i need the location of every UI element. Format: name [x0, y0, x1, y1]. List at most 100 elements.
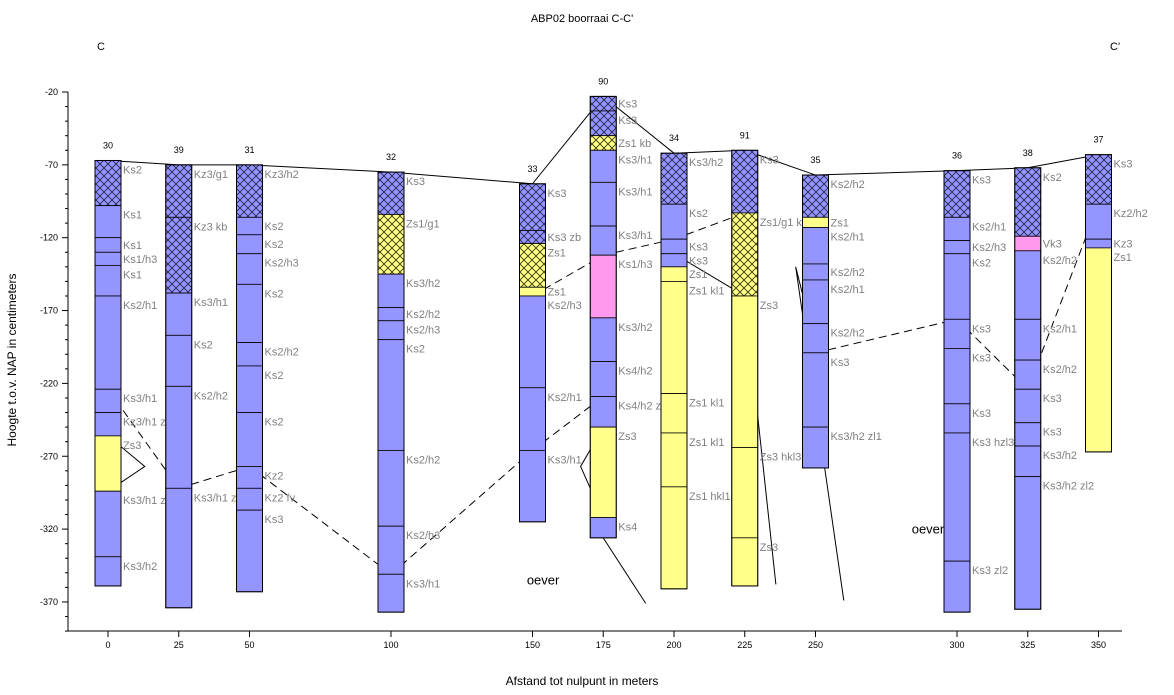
layer-label: Ks3 hzl3 — [972, 437, 1014, 449]
soil-layer — [1014, 422, 1042, 447]
layer-label: Ks3 — [406, 176, 425, 188]
soil-layer — [377, 339, 405, 451]
layer-label: Ks2 — [265, 417, 284, 429]
soil-layer — [236, 365, 263, 413]
soil-layer — [94, 556, 122, 587]
soil-layer — [519, 183, 546, 231]
soil-layer — [589, 317, 617, 362]
soil-layer — [94, 412, 122, 437]
soil-layer — [236, 283, 263, 344]
borehole-35: Ks2/h2 Zs1 Ks2/h1 Ks2/h2 Ks2/h1 Ks2/h2 Ks3 Ks3/… — [802, 155, 882, 469]
y-tick-label: -120 — [40, 233, 58, 243]
borehole-number: 34 — [669, 133, 679, 143]
soil-layer — [660, 281, 688, 394]
soil-layer — [943, 432, 971, 562]
borehole-31: Kz3/h2 Ks2 Ks2 Ks2/h3 Ks2 Ks2/h2 Ks2 Ks2 Kz2 Kz2 … — [236, 145, 299, 593]
borehole-outline — [731, 149, 759, 587]
layer-label: Ks2/h2 — [406, 454, 440, 466]
x-tick-label: 200 — [666, 640, 681, 650]
soil-layer — [660, 393, 688, 434]
x-tick-label: 225 — [737, 640, 752, 650]
layer-label: Ks2 — [265, 370, 284, 382]
x-tick-label: 350 — [1091, 640, 1106, 650]
soil-layer — [236, 487, 263, 511]
soil-layer — [519, 387, 546, 451]
soil-layer — [1014, 235, 1042, 252]
borehole-outline — [1085, 154, 1112, 453]
layer-label: Ks2 — [265, 288, 284, 300]
layer-label: Ks4 — [618, 521, 637, 533]
x-tick-label: 100 — [383, 640, 398, 650]
soil-layer — [519, 230, 546, 244]
soil-layer — [660, 152, 688, 205]
soil-layer — [802, 174, 829, 218]
layer-label: Zs1 — [831, 217, 849, 229]
layer-label: Ks2/h1 — [972, 221, 1006, 233]
layer-label: Ks2/h3 — [265, 258, 299, 270]
soil-layer — [377, 525, 405, 575]
borehole-outline — [943, 170, 971, 613]
layer-label: Zs3 — [618, 431, 636, 443]
layer-label: Ks3/h2 zl1 — [831, 431, 882, 443]
soil-layer — [236, 466, 263, 489]
layer-label: Zs3 — [123, 440, 141, 452]
layer-label: Kz2 fv — [265, 492, 296, 504]
soil-layer — [377, 307, 405, 322]
soil-layer — [660, 432, 688, 488]
soil-layer — [660, 486, 688, 590]
soil-layer — [94, 237, 122, 253]
borehole-number: 36 — [952, 151, 962, 161]
y-axis-title: Hoogte t.o.v. NAP in centimeters — [5, 274, 19, 447]
soil-layer — [165, 385, 193, 489]
y-tick-label: -170 — [40, 306, 58, 316]
right-section-label: C' — [1110, 41, 1120, 53]
soil-layer — [589, 181, 617, 227]
borehole-outline — [94, 159, 122, 587]
soil-layer — [731, 212, 759, 297]
layer-label: Zs1 — [1114, 252, 1132, 264]
layer-label: Ks3 — [689, 255, 708, 267]
soil-layer — [1014, 167, 1042, 237]
soil-layer — [1085, 247, 1112, 453]
soil-layer — [943, 240, 971, 255]
layer-label: Ks3/h2 — [689, 157, 723, 169]
soil-layer — [165, 216, 193, 294]
layer-label: Ks4/h2 zl2 — [618, 401, 669, 413]
chart-title: ABP02 boorraai C-C' — [531, 13, 633, 25]
layer-label: Kz2 — [265, 470, 284, 482]
soil-layer — [519, 243, 546, 288]
layer-label: Ks3/h1 — [548, 454, 582, 466]
soil-layer — [943, 560, 971, 613]
layer-label: Ks2/h3 — [548, 300, 582, 312]
layer-label: Ks4/h2 — [618, 366, 652, 378]
layer-label: Kz3/h1 zl1 — [123, 417, 174, 429]
borehole-number: 91 — [740, 130, 750, 140]
borehole-outline — [1014, 167, 1042, 610]
layer-label: Ks2 — [123, 164, 142, 176]
soil-layer — [1085, 238, 1112, 249]
layer-label: Zs3 — [760, 542, 778, 554]
layer-label: Ks3 — [972, 323, 991, 335]
soil-layer — [731, 537, 759, 587]
layer-label: Kz3 kb — [194, 221, 228, 233]
y-tick-label: -70 — [45, 160, 58, 170]
soil-layer — [943, 253, 971, 320]
soil-layer — [236, 253, 263, 285]
layer-label: Ks3 — [831, 357, 850, 369]
soil-layer — [94, 435, 122, 492]
soil-layer — [165, 292, 193, 336]
soil-layer — [589, 135, 617, 151]
borehole-38: Ks2 Vk3 Ks2/h2 Ks2/h1 Ks2/h2 Ks3 Ks3 Ks3/h2 Ks3/… — [1014, 148, 1094, 610]
layer-label: Ks3/h2 — [1043, 450, 1077, 462]
soil-layer — [377, 213, 405, 275]
soil-layer — [165, 164, 193, 218]
borehole-90: Ks3 Ks3 Zs1 kb Ks3/h1 Ks3/h1 Ks3/h1 Ks1/h3 Ks3/… — [589, 76, 670, 539]
layer-label: Zs1/g1 — [406, 218, 440, 230]
soil-layer — [943, 170, 971, 218]
layer-label: Zs1 — [548, 248, 566, 260]
borehole-32: Ks3 Zs1/g1 Ks3/h2 Ks2/h2 Ks2/h3 Ks2 Ks2/h2 Ks2/… — [377, 152, 440, 613]
x-tick-label: 175 — [596, 640, 611, 650]
soil-layer — [589, 110, 617, 137]
y-tick-label: -270 — [40, 451, 58, 461]
borehole-outline — [377, 171, 405, 613]
